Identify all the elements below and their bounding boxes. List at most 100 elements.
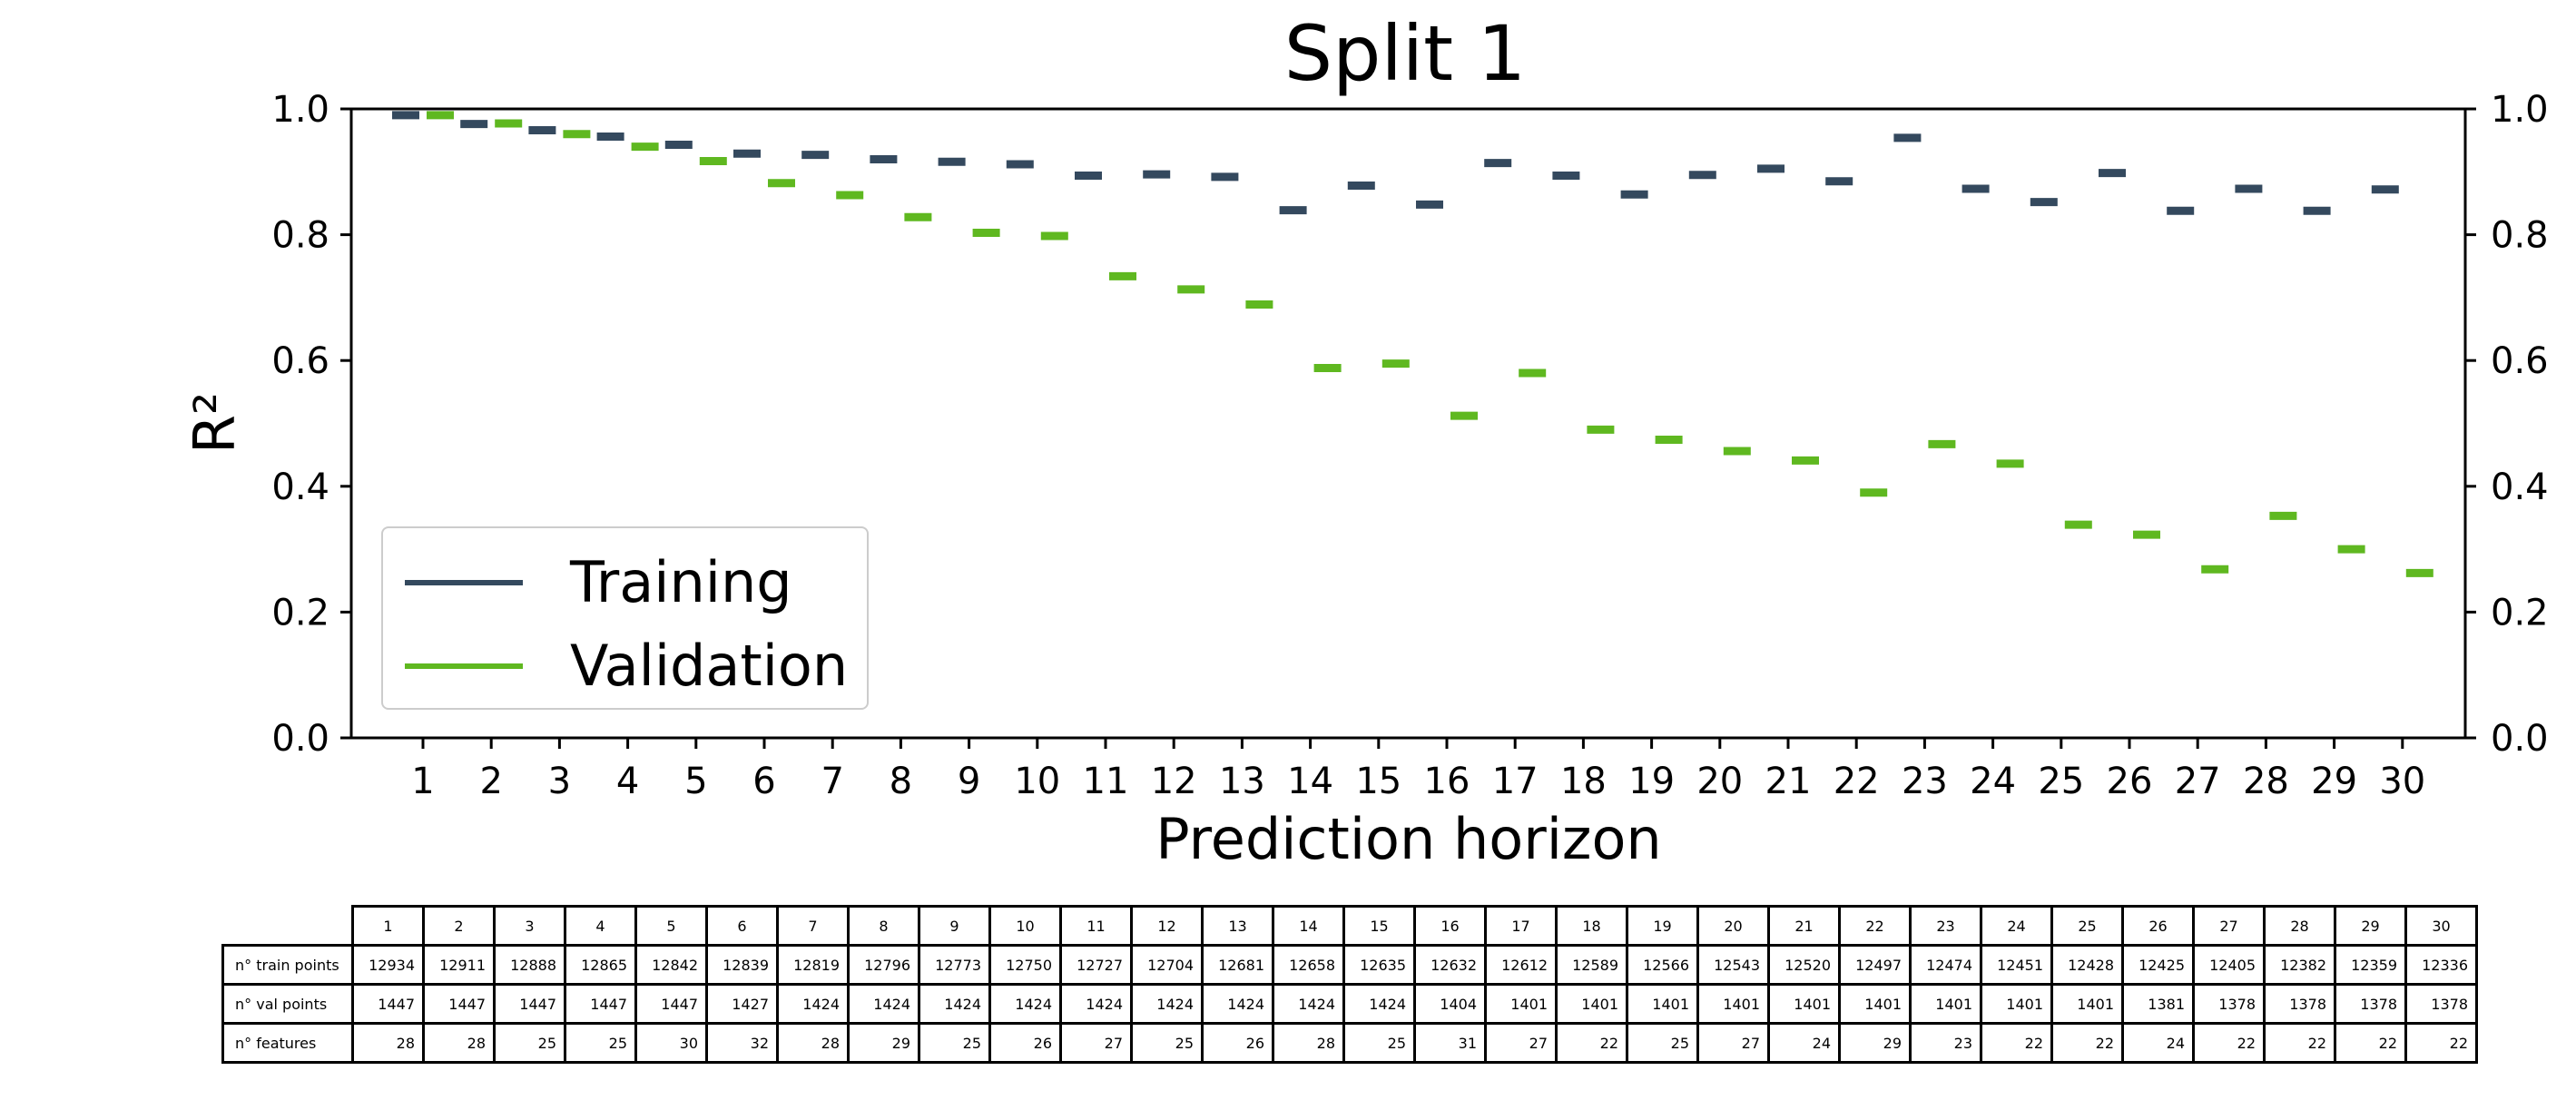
table-cell: 24: [1767, 1022, 1841, 1064]
table-row-header: n° val points: [221, 983, 354, 1025]
x-axis: 1 2 3 4 5 6 7 8 9 10 11 12 13 14 15 16 17 18 19 20 21 22 23 24 2…: [411, 738, 2425, 802]
table-cell: 12704: [1130, 944, 1204, 986]
y-tick-label-right: 0.0: [2491, 718, 2549, 760]
y-tick-label-left: 0.4: [271, 467, 329, 508]
x-tick-label: 14: [1287, 761, 1333, 802]
table-cell: 1401: [1626, 983, 1699, 1025]
table-cell: 27: [1059, 1022, 1133, 1064]
legend-label-training: Training: [570, 549, 792, 615]
table-cell: 29: [847, 1022, 920, 1064]
x-tick-label: 23: [1902, 761, 1948, 802]
x-tick-label: 16: [1424, 761, 1470, 802]
y-tick-label-right: 0.2: [2491, 592, 2549, 634]
table-cell: 25: [1130, 1022, 1204, 1064]
table-cell: 32: [705, 1022, 779, 1064]
table-column-header: 1: [351, 905, 425, 947]
x-tick-label: 22: [1834, 761, 1880, 802]
x-tick-label: 30: [2379, 761, 2425, 802]
table-cell: 12336: [2404, 944, 2478, 986]
x-tick-label: 17: [1492, 761, 1539, 802]
legend-swatch-training: [405, 580, 523, 585]
x-tick-label: 7: [821, 761, 843, 802]
table-cell: 12425: [2121, 944, 2195, 986]
table-cell: 27: [1484, 1022, 1558, 1064]
x-tick-label: 26: [2107, 761, 2153, 802]
table-column-header: 17: [1484, 905, 1558, 947]
table-column-header: 13: [1201, 905, 1274, 947]
table-cell: 22: [2050, 1022, 2124, 1064]
table-cell: 1424: [1272, 983, 1345, 1025]
table-cell: 12750: [988, 944, 1062, 986]
table-column-header: 8: [847, 905, 920, 947]
legend-label-validation: Validation: [570, 633, 849, 699]
table-cell: 1447: [351, 983, 425, 1025]
y-axis-left: 0.0 0.2 0.4 0.6 0.8 1.0: [271, 89, 351, 760]
x-tick-label: 25: [2038, 761, 2084, 802]
table-cell: 1424: [918, 983, 991, 1025]
x-tick-label: 18: [1560, 761, 1607, 802]
table-cell: 12865: [564, 944, 637, 986]
table-column-header: 2: [422, 905, 496, 947]
table-cell: 22: [2404, 1022, 2478, 1064]
table-cell: 12543: [1696, 944, 1770, 986]
table-row-header: n° train points: [221, 944, 354, 986]
table-cell: 25: [918, 1022, 991, 1064]
x-tick-label: 3: [548, 761, 571, 802]
table-cell: 26: [1201, 1022, 1274, 1064]
table-cell: 12497: [1838, 944, 1912, 986]
legend-item-validation: Validation: [383, 633, 849, 699]
table-header-row: 1 2 3 4 5 6 7 8 9 10 11 12 13 14 15 16 17 18 19 20 21 22 23 24 2…: [223, 905, 2478, 947]
table-cell: 22: [1555, 1022, 1628, 1064]
x-tick-label: 15: [1355, 761, 1401, 802]
y-tick-label-left: 0.8: [271, 215, 329, 257]
table-column-header: 4: [564, 905, 637, 947]
table-column-header: 18: [1555, 905, 1628, 947]
x-tick-label: 8: [890, 761, 912, 802]
legend: Training Validation: [381, 526, 869, 710]
table-column-header: 28: [2263, 905, 2336, 947]
y-tick-label-right: 0.4: [2491, 467, 2549, 508]
table-cell: 12635: [1342, 944, 1416, 986]
table-cell: 12451: [1980, 944, 2053, 986]
table-cell: 12359: [2334, 944, 2407, 986]
table-cell: 12566: [1626, 944, 1699, 986]
table-cell: 1401: [1838, 983, 1912, 1025]
x-tick-label: 2: [479, 761, 502, 802]
table-column-header: 11: [1059, 905, 1133, 947]
table-cell: 1424: [1059, 983, 1133, 1025]
table-cell: 1424: [1130, 983, 1204, 1025]
table-column-header: 12: [1130, 905, 1204, 947]
table-cell: 12842: [634, 944, 708, 986]
x-tick-label: 13: [1219, 761, 1265, 802]
table-cell: 29: [1838, 1022, 1912, 1064]
table-cell: 1401: [1484, 983, 1558, 1025]
x-tick-label: 12: [1151, 761, 1197, 802]
table-column-header: 3: [493, 905, 566, 947]
table-column-header: 24: [1980, 905, 2053, 947]
table-cell: 12911: [422, 944, 496, 986]
y-tick-label-left: 0.6: [271, 340, 329, 382]
table-cell: 1424: [1342, 983, 1416, 1025]
table-cell: 1401: [1767, 983, 1841, 1025]
x-tick-label: 21: [1765, 761, 1812, 802]
table-column-header: 30: [2404, 905, 2478, 947]
table-cell: 28: [422, 1022, 496, 1064]
table-cell: 25: [1626, 1022, 1699, 1064]
table-cell: 1404: [1413, 983, 1487, 1025]
table-corner: [223, 907, 353, 946]
table-column-header: 16: [1413, 905, 1487, 947]
table-column-header: 14: [1272, 905, 1345, 947]
y-tick-label-left: 0.2: [271, 592, 329, 634]
table-cell: 12658: [1272, 944, 1345, 986]
table-column-header: 5: [634, 905, 708, 947]
table-cell: 22: [2334, 1022, 2407, 1064]
table-column-header: 29: [2334, 905, 2407, 947]
table-cell: 1378: [2404, 983, 2478, 1025]
x-axis-label: Prediction horizon: [1155, 806, 1661, 872]
table-column-header: 26: [2121, 905, 2195, 947]
x-tick-label: 6: [752, 761, 775, 802]
table-cell: 12589: [1555, 944, 1628, 986]
table-row: n° train points 12934 12911 12888 12865 12842…: [221, 944, 2478, 986]
x-tick-label: 1: [411, 761, 434, 802]
table-cell: 1447: [493, 983, 566, 1025]
